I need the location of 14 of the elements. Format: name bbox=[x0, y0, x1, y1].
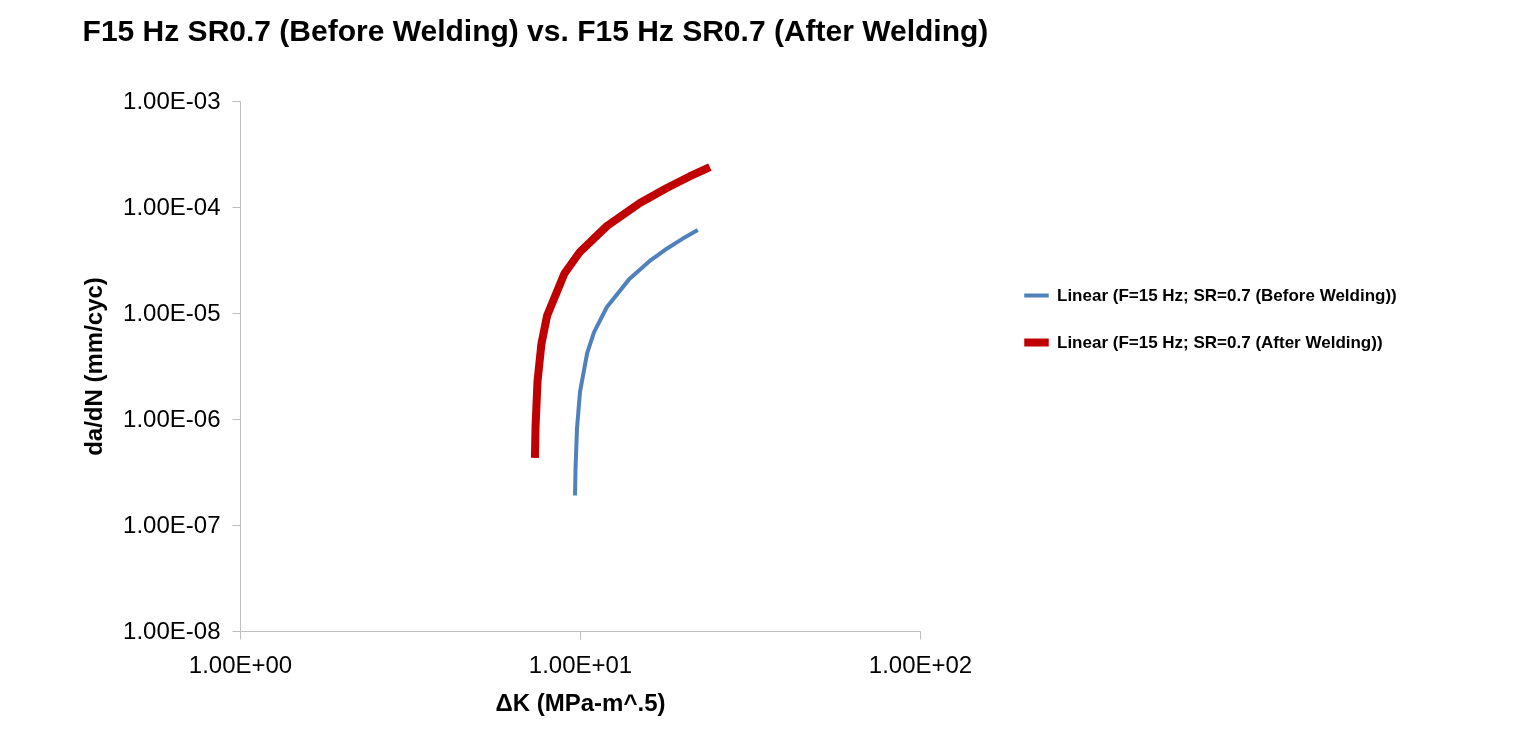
legend-label: Linear (F=15 Hz; SR=0.7 (Before Welding)) bbox=[1057, 285, 1397, 305]
x-tick-label: 1.00E+02 bbox=[868, 650, 973, 678]
y-tick-label: 1.00E-07 bbox=[123, 510, 221, 538]
y-tick-label: 1.00E-08 bbox=[123, 616, 221, 644]
y-tick-label: 1.00E-04 bbox=[123, 192, 221, 220]
y-axis-title: da/dN (mm/cyc) bbox=[80, 277, 108, 456]
chart-title: F15 Hz SR0.7 (Before Welding) vs. F15 Hz SR0.7 (After Welding) bbox=[82, 14, 989, 47]
y-tick-label: 1.00E-05 bbox=[123, 298, 221, 326]
legend-label: Linear (F=15 Hz; SR=0.7 (After Welding)) bbox=[1057, 332, 1383, 352]
y-tick-label: 1.00E-03 bbox=[123, 86, 221, 114]
x-tick-label: 1.00E+01 bbox=[528, 650, 633, 678]
y-tick-label: 1.00E-06 bbox=[123, 404, 221, 432]
x-axis-title: ΔK (MPa-m^.5) bbox=[495, 688, 666, 716]
x-tick-label: 1.00E+00 bbox=[188, 650, 293, 678]
